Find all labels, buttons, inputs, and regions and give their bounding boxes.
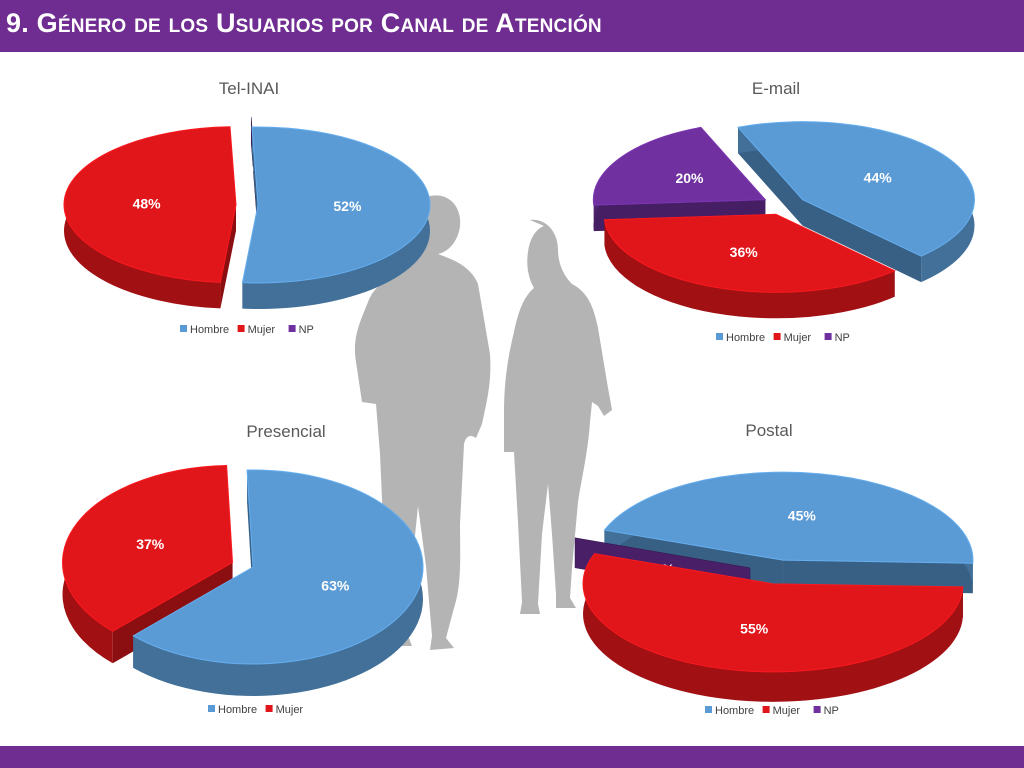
legend-swatch xyxy=(265,705,273,712)
legend-label: Mujer xyxy=(784,332,812,344)
legend-label: Mujer xyxy=(248,324,276,336)
data-label: 44% xyxy=(864,170,893,186)
legend-swatch xyxy=(237,325,245,332)
chart-legend: Hombre Mujer NP xyxy=(716,332,850,344)
chart-title: Postal xyxy=(745,421,792,440)
legend-label: NP xyxy=(299,324,314,336)
pie-slice-hombre: 63% xyxy=(132,469,424,696)
footer-bar xyxy=(0,746,1024,768)
legend-swatch xyxy=(208,705,215,712)
data-label: 52% xyxy=(333,198,362,214)
pie-slice-mujer: 36% xyxy=(603,213,896,319)
data-label: 36% xyxy=(730,244,759,260)
charts-canvas: Tel-INAI0%48%52%HombreMujerNPE-mail44%20… xyxy=(62,79,975,717)
chart-legend: Hombre Mujer NP xyxy=(180,324,314,336)
legend-label: Hombre xyxy=(726,332,765,344)
pie-chart-1: E-mail 44% 20% 36% Hombre Mujer NP xyxy=(592,79,975,344)
legend-label: Hombre xyxy=(190,324,229,336)
chart-title: Tel-INAI xyxy=(219,79,279,98)
title-bar: 9. Género de los Usuarios por Canal de A… xyxy=(0,0,1024,52)
legend-label: NP xyxy=(824,705,839,717)
data-label: 48% xyxy=(133,196,162,212)
legend-swatch xyxy=(813,706,821,713)
legend-label: NP xyxy=(835,332,850,344)
legend-swatch xyxy=(716,333,723,340)
legend-label: Mujer xyxy=(773,705,801,717)
legend-swatch xyxy=(824,333,832,340)
data-label: 55% xyxy=(740,621,769,637)
legend-swatch xyxy=(288,325,296,332)
legend-swatch xyxy=(762,706,770,713)
pie-slice-mujer: 48% xyxy=(63,126,237,309)
chart-title: Presencial xyxy=(246,422,325,441)
pie-chart-2: Presencial 37% 63% Hombre Mujer xyxy=(62,422,424,716)
legend-label: Hombre xyxy=(715,705,754,717)
pie-slice-hombre: 44% xyxy=(737,121,975,283)
pie-slice-hombre: 52% xyxy=(241,126,431,310)
data-label: 63% xyxy=(321,577,350,593)
data-label: 20% xyxy=(675,170,704,186)
legend-label: Mujer xyxy=(276,704,304,716)
footer-divider xyxy=(0,742,1024,744)
chart-legend: Hombre Mujer NP xyxy=(705,705,839,717)
chart-title: E-mail xyxy=(752,79,800,98)
pie-slice-np: 20% xyxy=(592,126,767,232)
pie-slice-mujer: 55% xyxy=(582,553,964,702)
legend-swatch xyxy=(180,325,187,332)
data-label: 37% xyxy=(136,536,165,552)
legend-swatch xyxy=(773,333,781,340)
legend-swatch xyxy=(705,706,712,713)
data-label: 45% xyxy=(788,507,817,523)
page-title: 9. Género de los Usuarios por Canal de A… xyxy=(6,8,602,38)
pie-charts-group: Tel-INAI0%48%52%HombreMujerNPE-mail44%20… xyxy=(62,79,975,717)
chart-legend: Hombre Mujer xyxy=(208,704,303,716)
legend-label: Hombre xyxy=(218,704,257,716)
woman-silhouette xyxy=(504,219,612,615)
